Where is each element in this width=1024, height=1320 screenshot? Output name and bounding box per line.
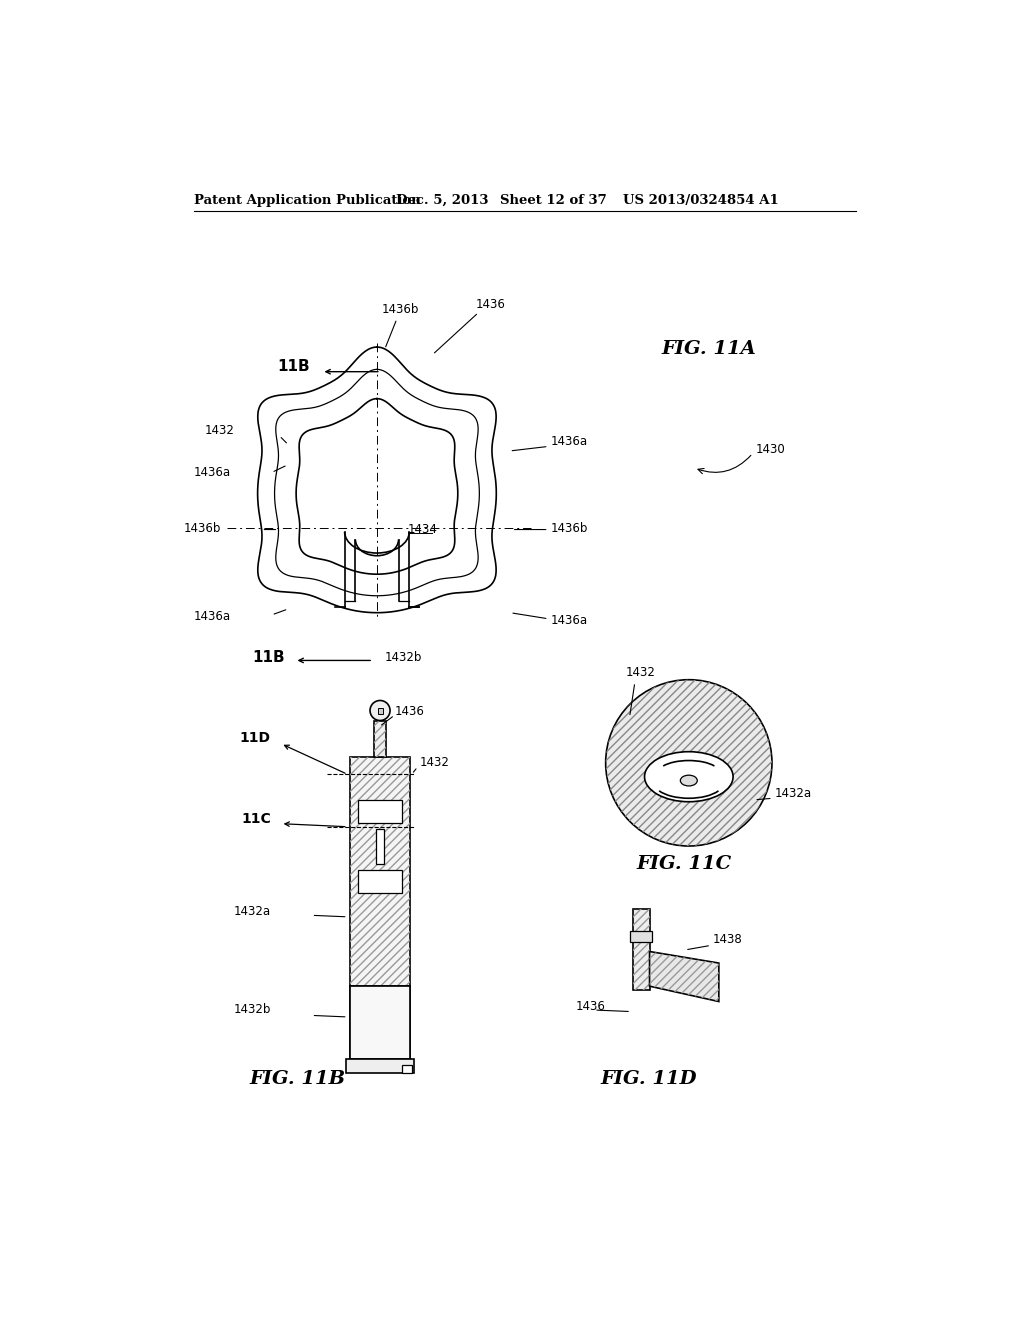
Text: 1430: 1430 [756,444,785,455]
Bar [350,758,410,1059]
Text: 1436: 1436 [475,298,506,312]
Bar [401,1065,413,1073]
Circle shape [605,680,772,846]
Text: Dec. 5, 2013: Dec. 5, 2013 [396,194,488,207]
Text: US 2013/0324854 A1: US 2013/0324854 A1 [624,194,779,207]
Text: 1432b: 1432b [233,1003,270,1016]
Text: FIG. 11C: FIG. 11C [637,855,731,873]
Bar [374,721,386,758]
Text: 1432: 1432 [626,667,655,680]
Text: FIG. 11B: FIG. 11B [250,1069,346,1088]
Text: FIG. 11A: FIG. 11A [662,341,757,358]
Bar [633,909,649,990]
Text: 11B: 11B [252,649,285,665]
Text: FIG. 11D: FIG. 11D [600,1069,696,1088]
Text: 11C: 11C [241,812,270,826]
Ellipse shape [644,751,733,801]
Polygon shape [649,952,719,1002]
Bar [357,800,402,822]
Text: 1432a: 1432a [233,906,270,917]
Text: Patent Application Publication: Patent Application Publication [194,194,421,207]
Bar [357,870,402,892]
Text: 1436: 1436 [394,705,425,718]
Bar [378,708,383,714]
Text: 1432a: 1432a [774,787,811,800]
Text: 1436a: 1436a [550,436,588,449]
Ellipse shape [680,775,697,785]
Text: 1432: 1432 [419,756,450,770]
Text: 1438: 1438 [713,933,742,946]
Text: 1436a: 1436a [550,614,588,627]
Circle shape [370,701,390,721]
Text: 11B: 11B [278,359,310,374]
Text: 1436b: 1436b [381,302,419,315]
Text: 1434: 1434 [408,523,437,536]
Text: 1436a: 1436a [194,466,230,479]
Text: 1436b: 1436b [550,521,588,535]
Text: 1436b: 1436b [184,521,221,535]
Text: 1436a: 1436a [194,610,230,623]
Bar [633,909,649,990]
Bar [374,721,386,758]
Bar [350,758,410,1059]
Bar [350,986,410,1059]
Text: 1432b: 1432b [385,651,422,664]
Text: 1432: 1432 [205,424,234,437]
Bar [346,1059,414,1073]
Text: 11D: 11D [240,731,270,746]
Bar [631,931,652,942]
Bar [376,829,384,863]
Text: 1436: 1436 [575,1001,605,1014]
Text: Sheet 12 of 37: Sheet 12 of 37 [500,194,607,207]
